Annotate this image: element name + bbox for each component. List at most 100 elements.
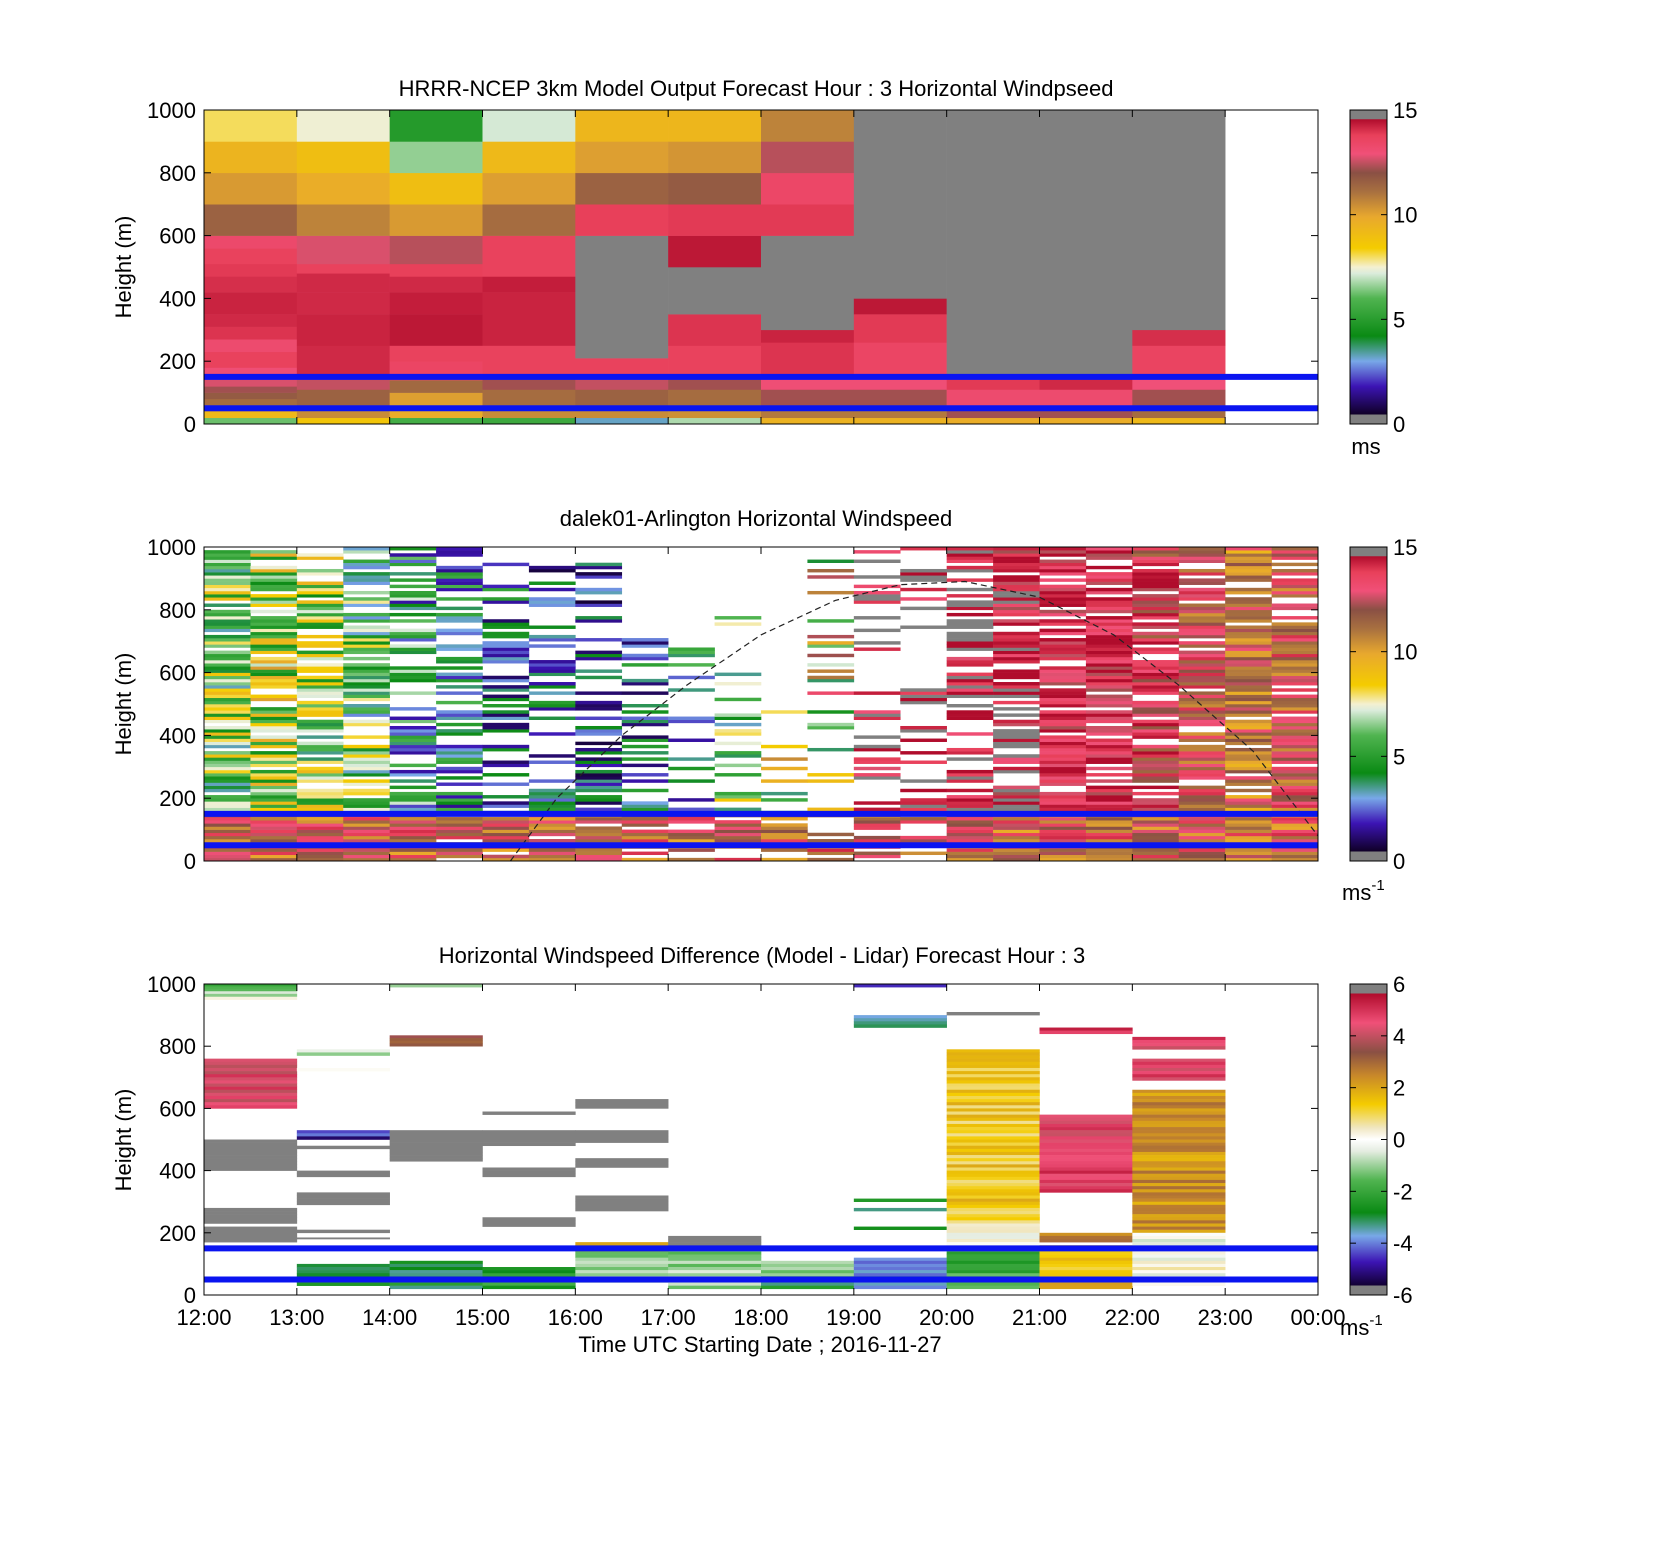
- lidar-cell-21-11: [1178, 823, 1226, 827]
- panel-lidar-colorbar: [1349, 546, 1388, 862]
- lidar-cell-20-13: [1132, 817, 1180, 821]
- lidar-cell-18-83: [1039, 597, 1087, 601]
- lidar-cell-20-7: [1132, 835, 1180, 840]
- lidar-cell-5-17: [436, 804, 483, 808]
- difference-cell-9-1-22: [1039, 1183, 1133, 1187]
- difference-cell-7-5-2: [853, 1263, 947, 1268]
- lidar-cell-21-46: [1178, 713, 1226, 717]
- lidar-cell-8-42: [575, 725, 623, 730]
- y-tick-label: 200: [159, 349, 196, 374]
- lidar-cell-3-46: [343, 713, 390, 717]
- difference-cell-10-3-1: [1132, 1235, 1226, 1240]
- difference-cell-0-1-0: [204, 988, 298, 992]
- lidar-cell-10-9: [668, 829, 715, 834]
- lidar-cell-0-66: [204, 650, 251, 655]
- lidar-cell-21-33: [1178, 754, 1226, 758]
- difference-cell-10-2-43: [1132, 1223, 1226, 1227]
- lidar-cell-4-59: [389, 672, 437, 677]
- lidar-cell-2-65: [296, 653, 344, 658]
- lidar-cell-1-24: [250, 782, 298, 786]
- lidar-cell-21-1: [1178, 854, 1226, 859]
- lidar-cell-21-55: [1178, 685, 1226, 689]
- x-tick-label: 19:00: [826, 1305, 881, 1330]
- lidar-cell-2-19: [296, 798, 344, 802]
- lidar-cell-4-39: [389, 735, 437, 739]
- difference-cell-1-5-2: [296, 1198, 390, 1202]
- lidar-cell-19-56: [1085, 682, 1133, 686]
- lidar-cell-0-90: [204, 575, 251, 579]
- lidar-cell-5-58: [436, 675, 483, 680]
- lidar-cell-5-93: [436, 565, 483, 570]
- lidar-cell-3-31: [343, 760, 390, 764]
- difference-cell-8-1-50: [946, 1204, 1040, 1209]
- model-cell-5-0: [668, 417, 762, 425]
- lidar-cell-22-13: [1225, 817, 1272, 821]
- difference-cell-7-0-1: [853, 1018, 947, 1022]
- lidar-cell-13-43: [807, 722, 855, 727]
- lidar-cell-17-16: [993, 807, 1040, 812]
- difference-cell-8-1-35: [946, 1158, 1040, 1162]
- lidar-cell-16-82: [946, 600, 994, 604]
- y-tick-label: 800: [159, 598, 196, 623]
- lidar-cell-7-0: [528, 857, 576, 862]
- difference-cell-0-5-0: [204, 1207, 298, 1212]
- lidar-cell-5-61: [436, 666, 483, 670]
- lidar-cell-1-83: [250, 597, 298, 601]
- difference-cell-0-3-13: [204, 1099, 298, 1103]
- lidar-cell-13-25: [807, 779, 855, 783]
- lidar-cell-11-77: [714, 616, 762, 620]
- lidar-cell-20-97: [1132, 553, 1180, 557]
- lidar-cell-4-20: [389, 795, 437, 799]
- difference-cell-2-2-6: [389, 1148, 483, 1153]
- lidar-cell-6-1: [482, 854, 530, 859]
- difference-cell-3-0-0: [482, 1111, 576, 1115]
- lidar-cell-6-71: [482, 634, 530, 639]
- difference-cell-10-2-18: [1132, 1145, 1226, 1150]
- lidar-cell-8-35: [575, 747, 623, 752]
- lidar-cell-17-76: [993, 619, 1040, 623]
- lidar-cell-18-86: [1039, 587, 1087, 592]
- difference-cell-0-6-1: [204, 1229, 298, 1234]
- panel-lidar-ylabel: Height (m): [111, 653, 136, 756]
- model-cell-10-0: [1132, 417, 1226, 425]
- lidar-cell-4-68: [389, 644, 437, 648]
- model-cell-0-13: [204, 276, 298, 293]
- lidar-cell-3-95: [343, 559, 390, 563]
- lidar-cell-21-50: [1178, 700, 1226, 705]
- model-cell-7-5: [853, 314, 947, 343]
- difference-cell-10-2-24: [1132, 1164, 1226, 1168]
- lidar-cell-20-32: [1132, 757, 1180, 761]
- lidar-cell-6-64: [482, 656, 530, 661]
- lidar-cell-18-35: [1039, 747, 1087, 752]
- lidar-cell-16-54: [946, 688, 994, 692]
- lidar-cell-7-86: [528, 587, 576, 592]
- difference-cell-10-3-13: [1132, 1273, 1226, 1277]
- lidar-cell-20-96: [1132, 556, 1180, 560]
- lidar-cell-8-91: [575, 572, 623, 576]
- difference-cell-8-1-6: [946, 1067, 1040, 1072]
- difference-cell-5-1-5: [668, 1267, 762, 1271]
- lidar-cell-21-28: [1178, 769, 1226, 774]
- lidar-cell-0-25: [204, 779, 251, 783]
- difference-cell-10-1-3: [1132, 1067, 1226, 1072]
- lidar-cell-20-40: [1132, 732, 1180, 736]
- difference-cell-10-2-19: [1132, 1148, 1226, 1153]
- difference-cell-8-2-4: [946, 1235, 1040, 1240]
- lidar-cell-0-95: [204, 559, 251, 563]
- lidar-cell-22-81: [1225, 603, 1272, 607]
- lidar-cell-17-58: [993, 675, 1040, 680]
- difference-cell-8-0-0: [946, 1011, 1040, 1016]
- lidar-cell-22-35: [1225, 747, 1272, 752]
- lidar-cell-9-53: [621, 691, 669, 695]
- lidar-cell-22-59: [1225, 672, 1272, 677]
- lidar-cell-0-1: [204, 854, 251, 859]
- lidar-cell-4-72: [389, 631, 437, 636]
- lidar-cell-1-44: [250, 719, 298, 724]
- lidar-cell-22-85: [1225, 590, 1272, 595]
- lidar-cell-1-31: [250, 760, 298, 764]
- lidar-cell-0-49: [204, 704, 251, 708]
- difference-cell-2-0-3: [389, 1043, 483, 1047]
- lidar-cell-5-34: [436, 751, 483, 755]
